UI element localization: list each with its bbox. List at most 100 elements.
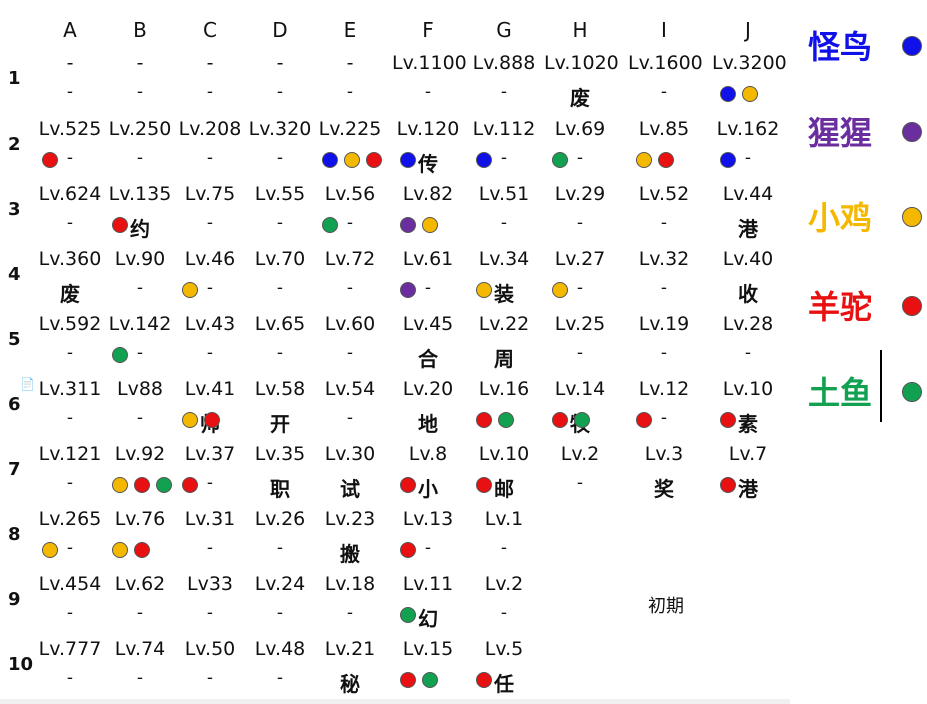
grid-cell: Lv.60 - [314, 313, 386, 378]
yellow-dot-icon [42, 542, 58, 558]
blue-dot-icon [902, 36, 922, 56]
level-label: Lv.75 [184, 183, 236, 205]
grid-cell: Lv.48 - [244, 638, 316, 703]
grid-cell: Lv.2 - [544, 443, 616, 508]
grid-cell: Lv.75 - [174, 183, 246, 248]
grid-cell: Lv.11 幻 [392, 573, 464, 638]
column-header: A [63, 18, 77, 42]
level-label: Lv.18 [324, 573, 376, 595]
green-dot-icon [498, 412, 514, 428]
green-dot-icon [322, 217, 338, 233]
grid-cell: Lv.37 - [174, 443, 246, 508]
grid-cell: Lv.61 - [392, 248, 464, 313]
level-label: Lv.25 [554, 313, 606, 335]
level-label: - [206, 52, 214, 74]
grid-cell: Lv.27 - [544, 248, 616, 313]
level-label: Lv.208 [178, 118, 242, 140]
level-label: Lv.27 [554, 248, 606, 270]
level-label: Lv.8 [408, 443, 448, 465]
cell-tag: - [276, 603, 284, 623]
grid-cell: Lv.19 - [628, 313, 700, 378]
row-header: 2 [8, 134, 21, 155]
level-label: Lv.12 [638, 378, 690, 400]
row-header: 10 [8, 654, 34, 675]
level-label: Lv.43 [184, 313, 236, 335]
yellow-dot-icon [636, 152, 652, 168]
grid-cell: Lv.52 - [628, 183, 700, 248]
yellow-dot-icon [112, 542, 128, 558]
level-label: Lv.72 [324, 248, 376, 270]
grid-cell: Lv.30 试 [314, 443, 386, 508]
grid-cell: -- [34, 52, 106, 117]
cell-tag: - [424, 538, 432, 558]
grid-cell: Lv.10 邮 [468, 443, 540, 508]
red-dot-icon [720, 477, 736, 493]
cell-tag: - [660, 408, 668, 428]
green-dot-icon [552, 152, 568, 168]
grid-cell: Lv.85- [628, 118, 700, 183]
grid-cell: Lv.225- [314, 118, 386, 183]
cell-tag: - [66, 668, 74, 688]
level-label: Lv.54 [324, 378, 376, 400]
grid-cell: Lv.43 - [174, 313, 246, 378]
cell-tag: - [66, 213, 74, 233]
cell-tag: - [206, 148, 214, 168]
cell-tag: - [136, 603, 144, 623]
cell-tag: - [576, 278, 584, 298]
grid-cell: Lv.8 小 [392, 443, 464, 508]
level-label: Lv.76 [114, 508, 166, 530]
green-dot-icon [400, 607, 416, 623]
grid-cell: -- [174, 52, 246, 117]
grid-cell: Lv.1 - [468, 508, 540, 573]
cell-tag: - [276, 668, 284, 688]
cell-tag: - [66, 408, 74, 428]
grid-cell: Lv.624 - [34, 183, 106, 248]
grid-cell: Lv.25 - [544, 313, 616, 378]
grid-cell: Lv.454 - [34, 573, 106, 638]
blue-dot-icon [720, 152, 736, 168]
red-dot-icon [112, 217, 128, 233]
level-label: - [276, 52, 284, 74]
grid-cell: Lv.55 - [244, 183, 316, 248]
level-label: Lv.82 [402, 183, 454, 205]
column-header: B [133, 18, 147, 42]
level-label: Lv.56 [324, 183, 376, 205]
grid-cell: Lv.135 约 [104, 183, 176, 248]
column-header: F [422, 18, 434, 42]
cell-tag: - [136, 408, 144, 428]
red-dot-icon [720, 412, 736, 428]
level-label: Lv.92 [114, 443, 166, 465]
cell-tag: 废 [570, 86, 590, 110]
cell-tag: - [66, 473, 74, 493]
cell-tag: - [136, 82, 144, 102]
level-label: Lv.142 [108, 313, 172, 335]
red-dot-icon [476, 477, 492, 493]
grid-cell: Lv.3200- [712, 52, 787, 117]
cell-tag: - [206, 473, 214, 493]
cell-tag: - [206, 603, 214, 623]
level-label: Lv.69 [554, 118, 606, 140]
grid-cell: Lv.69 - [544, 118, 616, 183]
cell-tag: - [276, 278, 284, 298]
cell-tag: 港 [738, 217, 758, 241]
grid-cell: Lv.20 地 [392, 378, 464, 443]
cell-tag: - [346, 603, 354, 623]
grid-cell: Lv.13 - [392, 508, 464, 573]
cell-tag: - [346, 343, 354, 363]
level-label: Lv.90 [114, 248, 166, 270]
grid-cell: Lv.360 废 [34, 248, 106, 313]
cell-tag: - [660, 82, 668, 102]
level-label: Lv.5 [484, 638, 524, 660]
level-label: Lv.2 [484, 573, 524, 595]
cell-tag: 约 [130, 217, 150, 241]
level-label: Lv.121 [38, 443, 102, 465]
grid-cell: Lv.62 - [104, 573, 176, 638]
cell-tag: - [206, 213, 214, 233]
yellow-dot-icon [476, 282, 492, 298]
level-label: Lv.55 [254, 183, 306, 205]
row-header: 4 [8, 264, 21, 285]
cell-tag: - [206, 343, 214, 363]
column-header: E [343, 18, 357, 42]
level-label: Lv.85 [638, 118, 690, 140]
cell-tag: - [576, 148, 584, 168]
